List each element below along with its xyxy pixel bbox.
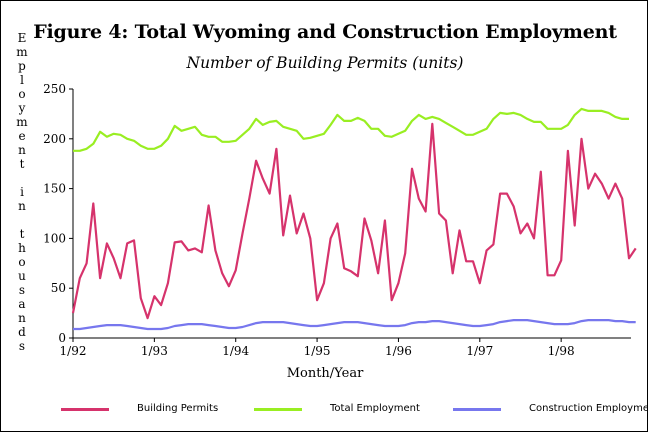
y-tick-label: 100 — [43, 231, 66, 245]
series-line-building-permits — [71, 122, 637, 320]
legend-swatch — [254, 408, 302, 411]
y-tick-label: 50 — [51, 281, 66, 295]
y-tick-label: 250 — [43, 82, 66, 96]
series-lines — [71, 107, 637, 331]
x-axis-ticks: 1/92 1/93 1/94 1/95 1/96 1/97 1/98 — [60, 338, 575, 358]
chart-subtitle: Number of Building Permits (units) — [186, 54, 464, 72]
y-tick-label: 150 — [43, 182, 66, 196]
y-tick-label: 200 — [43, 132, 66, 146]
x-axis-label: Month/Year — [286, 366, 364, 381]
y-axis-ticks: 0 50 100 150 200 250 — [43, 82, 73, 345]
chart-title: Figure 4: Total Wyoming and Construction… — [33, 21, 617, 43]
x-tick-label: 1/92 — [60, 344, 87, 358]
legend-label: Construction Employment — [529, 403, 648, 414]
series-line-construction-employment — [73, 319, 636, 331]
legend-label: Total Employment — [330, 403, 420, 414]
legend-swatch — [453, 408, 501, 411]
series-line-total-employment — [73, 107, 629, 152]
x-tick-label: 1/93 — [141, 344, 168, 358]
x-tick-label: 1/94 — [222, 344, 249, 358]
legend-swatch — [61, 408, 109, 411]
legend-label: Building Permits — [137, 403, 219, 414]
x-tick-label: 1/95 — [304, 344, 331, 358]
x-tick-label: 1/97 — [466, 344, 493, 358]
y-axis-label: E m p l o y m e n t i n t h o u s a n d … — [16, 31, 28, 353]
x-tick-label: 1/96 — [385, 344, 412, 358]
x-tick-label: 1/98 — [548, 344, 575, 358]
y-tick-label: 0 — [58, 331, 66, 345]
